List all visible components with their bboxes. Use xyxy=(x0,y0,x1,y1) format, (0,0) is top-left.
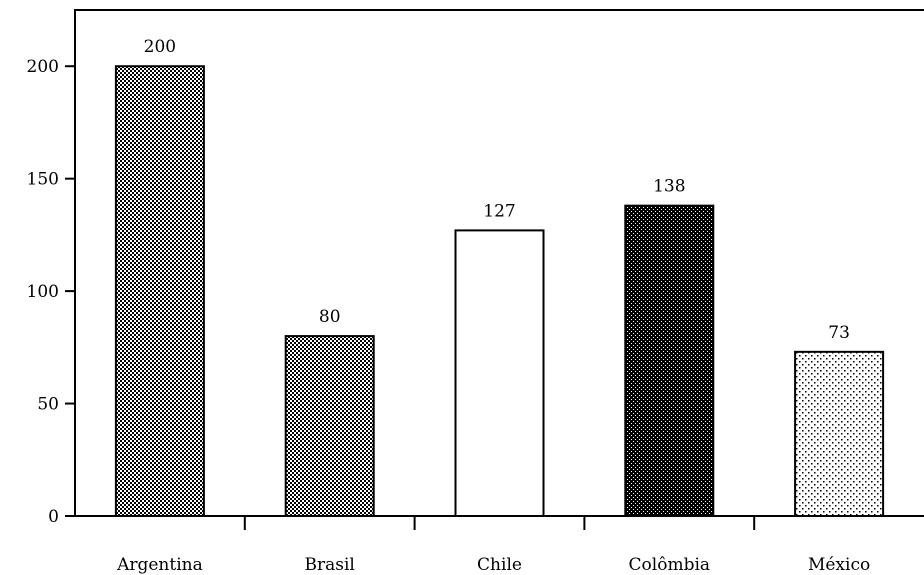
data-labels: 200 80 127 138 73 xyxy=(144,37,850,343)
bars xyxy=(114,65,885,518)
category-label: México xyxy=(808,555,870,575)
bar-colômbia xyxy=(624,204,715,518)
category-label: Colômbia xyxy=(629,555,711,575)
y-tick-label: 150 xyxy=(27,170,59,190)
y-tick-label: 100 xyxy=(27,282,59,302)
data-label: 138 xyxy=(653,177,685,197)
bar-chile xyxy=(454,229,545,517)
x-axis: Argentina Brasil Chile Colômbia México xyxy=(116,516,870,575)
bar-méxico xyxy=(794,350,885,517)
data-label: 73 xyxy=(828,323,850,343)
data-label: 200 xyxy=(144,37,176,57)
y-tick-label: 0 xyxy=(48,507,59,527)
category-label: Brasil xyxy=(305,555,355,575)
bar-argentina xyxy=(114,65,205,517)
data-label: 80 xyxy=(319,307,341,327)
bar-brasil xyxy=(284,335,375,518)
category-label: Argentina xyxy=(116,555,203,575)
category-label: Chile xyxy=(477,555,522,575)
y-axis: 0 50 100 150 200 xyxy=(27,57,75,527)
y-tick-label: 50 xyxy=(37,395,59,415)
data-label: 127 xyxy=(483,201,515,221)
y-tick-label: 200 xyxy=(27,57,59,77)
